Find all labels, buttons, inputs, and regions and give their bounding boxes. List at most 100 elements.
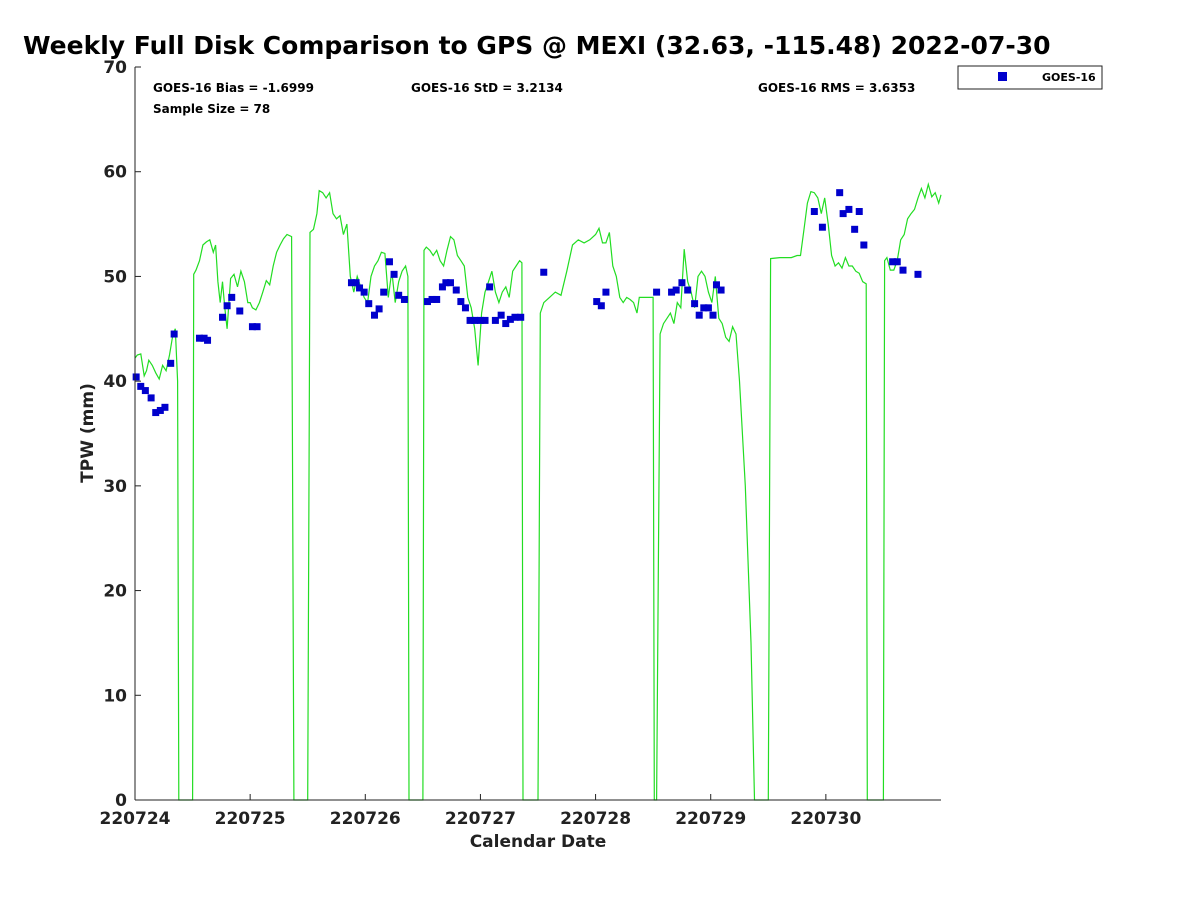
goes16-point	[839, 210, 847, 218]
goes16-point	[860, 241, 868, 249]
axes: 220724 220725 220726 220727 220728 220729 2207…	[100, 58, 941, 829]
goes16-point	[602, 288, 610, 296]
goes16-point	[506, 315, 514, 323]
goes16-point	[147, 394, 155, 402]
goes16-scatter-series	[132, 189, 922, 417]
y-tick-label: 70	[103, 58, 127, 78]
goes16-point	[132, 373, 140, 381]
goes16-point	[851, 225, 859, 233]
goes16-point	[167, 359, 175, 367]
x-tick-label: 220725	[215, 809, 286, 829]
std-stat: GOES-16 StD = 3.2134	[411, 81, 563, 95]
y-axis-ticks: 0 10 20 30 40 50 60 70	[103, 58, 141, 811]
goes16-point	[161, 403, 169, 411]
goes16-point	[668, 288, 676, 296]
goes16-point	[855, 208, 863, 216]
goes16-point	[236, 307, 244, 315]
chart-title: Weekly Full Disk Comparison to GPS @ MEX…	[23, 31, 1051, 60]
y-tick-label: 40	[103, 372, 127, 392]
goes16-point	[395, 291, 403, 299]
goes16-point	[228, 293, 236, 301]
goes16-point	[810, 208, 818, 216]
y-axis-label: TPW (mm)	[78, 383, 98, 483]
goes16-point	[141, 387, 149, 395]
goes16-point	[375, 305, 383, 313]
goes16-point	[481, 316, 489, 324]
goes16-point	[137, 382, 145, 390]
goes16-point	[818, 223, 826, 231]
x-tick-label: 220728	[560, 809, 631, 829]
goes16-point	[223, 302, 231, 310]
goes16-point	[836, 189, 844, 197]
goes16-point	[491, 316, 499, 324]
legend: GOES-16	[957, 65, 1103, 90]
goes16-point	[347, 279, 355, 287]
goes16-point	[461, 304, 469, 312]
legend-marker	[998, 72, 1007, 81]
goes16-point	[152, 409, 160, 417]
plot-area	[132, 181, 942, 801]
goes16-point	[352, 279, 360, 287]
x-tick-label: 220724	[100, 809, 171, 829]
gps-tpw-line-series	[134, 181, 942, 801]
goes16-point	[678, 279, 686, 287]
goes16-point	[695, 311, 703, 319]
goes16-point	[428, 295, 436, 303]
goes16-point	[442, 279, 450, 287]
x-tick-label: 220729	[675, 809, 746, 829]
goes16-point	[889, 258, 897, 266]
goes16-point	[156, 406, 164, 414]
goes16-point	[385, 258, 393, 266]
goes16-point	[423, 298, 431, 306]
goes16-point	[593, 298, 601, 306]
goes16-point	[712, 281, 720, 289]
goes16-point	[540, 268, 548, 276]
goes16-point	[356, 284, 364, 292]
y-tick-label: 60	[103, 163, 127, 183]
goes16-point	[433, 295, 441, 303]
goes16-point	[438, 283, 446, 291]
goes16-point	[845, 205, 853, 213]
goes16-point	[365, 300, 373, 308]
goes16-point	[691, 300, 699, 308]
goes16-point	[457, 298, 465, 306]
goes16-point	[672, 286, 680, 294]
goes16-point	[170, 330, 178, 338]
y-tick-label: 20	[103, 582, 127, 602]
goes16-point	[248, 323, 256, 331]
goes16-point	[476, 316, 484, 324]
goes16-point	[446, 279, 454, 287]
x-axis-ticks: 220724 220725 220726 220727 220728 220729 2207…	[100, 794, 862, 829]
goes16-point	[471, 316, 479, 324]
goes16-point	[511, 313, 519, 321]
goes16-point	[452, 286, 460, 294]
goes16-point	[486, 283, 494, 291]
x-tick-label: 220727	[445, 809, 516, 829]
y-tick-label: 30	[103, 477, 127, 497]
goes16-point	[466, 316, 474, 324]
y-tick-label: 10	[103, 686, 127, 706]
goes16-point	[380, 288, 388, 296]
y-tick-label: 0	[115, 791, 127, 811]
legend-box	[957, 65, 1103, 90]
goes16-point	[914, 270, 922, 278]
sample-size-stat: Sample Size = 78	[153, 102, 270, 116]
goes16-point	[390, 270, 398, 278]
legend-label: GOES-16	[1042, 71, 1096, 84]
rms-stat: GOES-16 RMS = 3.6353	[758, 81, 915, 95]
goes16-point	[893, 258, 901, 266]
goes16-point	[684, 286, 692, 294]
goes16-point	[497, 311, 505, 319]
x-tick-label: 220726	[330, 809, 401, 829]
goes16-point	[653, 288, 661, 296]
x-axis-label: Calendar Date	[470, 832, 607, 852]
goes16-point	[704, 304, 712, 312]
goes16-point	[400, 295, 408, 303]
y-tick-label: 50	[103, 267, 127, 287]
goes16-point	[709, 311, 717, 319]
bias-stat: GOES-16 Bias = -1.6999	[153, 81, 314, 95]
goes16-point	[219, 313, 227, 321]
goes16-point	[502, 320, 510, 328]
goes16-point	[700, 304, 708, 312]
